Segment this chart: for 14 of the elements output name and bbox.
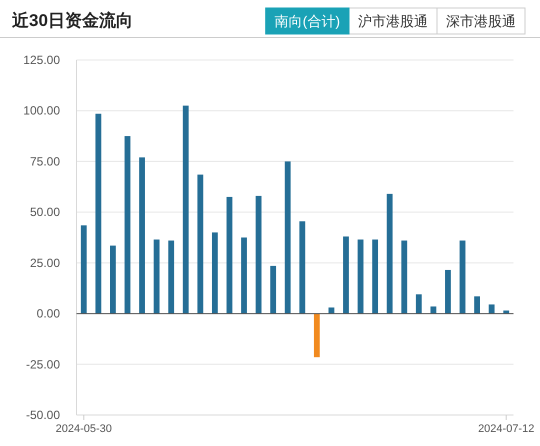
tab-label: 沪市港股通: [358, 13, 428, 29]
xtick: 2024-07-12: [478, 423, 534, 435]
ytick: 125.00: [23, 53, 60, 67]
tab-label: 深市港股通: [446, 13, 516, 29]
ytick: -50.00: [26, 408, 60, 422]
xtick: 2024-05-30: [56, 423, 112, 435]
ytick: 100.00: [23, 104, 60, 118]
title: 近30日资金流向: [12, 11, 133, 30]
ytick: 25.00: [30, 256, 60, 270]
ytick: 50.00: [30, 205, 60, 220]
ytick: 0.00: [36, 306, 60, 321]
ytick: 75.00: [30, 154, 60, 168]
ytick: -25.00: [26, 357, 60, 372]
tab-label: 南向(合计): [274, 13, 340, 29]
